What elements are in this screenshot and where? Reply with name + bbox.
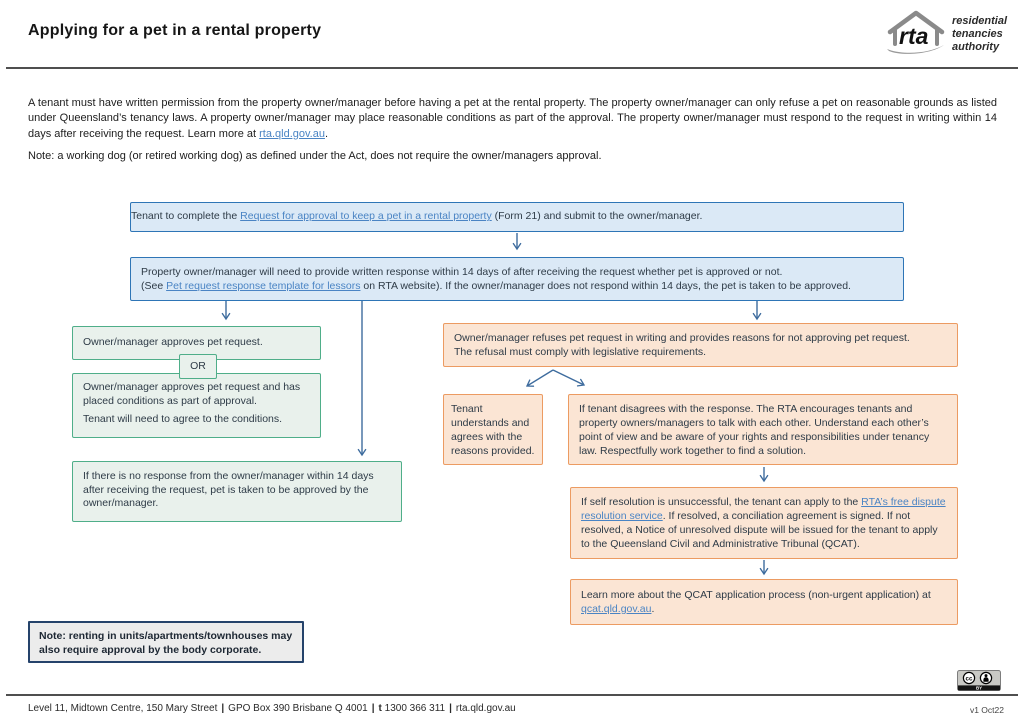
flow-box-no-response: If there is no response from the owner/m… [72, 461, 402, 522]
flow-box-dispute-resolution: If self resolution is unsuccessful, the … [570, 487, 958, 559]
version-label: v1 Oct22 [969, 705, 1004, 715]
flow-box-tenant-agrees: Tenant understands and agrees with the r… [443, 394, 543, 465]
rta-website-link[interactable]: rta.qld.gov.au [259, 127, 325, 140]
refused-text-1: Owner/manager refuses pet request in wri… [454, 332, 910, 344]
conditions-text-2: Tenant will need to agree to the conditi… [83, 413, 283, 425]
tenant-agrees-text: Tenant understands and agrees with the r… [451, 403, 535, 457]
dispute-service-link[interactable]: RTA’s free dispute resolution service [581, 496, 946, 522]
footer-separator: | [371, 703, 375, 714]
qcat-text-end: . [651, 603, 655, 615]
owner-response-line2: (See Pet request response template for l… [141, 279, 893, 293]
approved-text: Owner/manager approves pet request. [83, 336, 263, 349]
svg-text:BY: BY [976, 686, 982, 691]
flow-box-qcat: Learn more about the QCAT application pr… [570, 579, 958, 625]
svg-text:authority: authority [952, 41, 1000, 53]
tenant-request-text: Tenant to complete the Request for appro… [131, 210, 702, 224]
flow-box-approved-with-conditions: Owner/manager approves pet request and h… [72, 373, 321, 438]
flow-box-owner-response: Property owner/manager will need to prov… [130, 257, 904, 301]
footer-address: Level 11, Midtown Centre, 150 Mary Stree… [28, 703, 218, 714]
step1-text: Tenant to complete the [131, 210, 241, 223]
svg-text:residential: residential [952, 15, 1008, 27]
or-label: OR [190, 359, 206, 372]
footer-phone: 1300 366 311 [384, 703, 446, 714]
arrow-fork-right [552, 369, 586, 387]
svg-text:rta: rta [899, 23, 929, 49]
intro-text: A tenant must have written permission fr… [28, 97, 997, 140]
creative-commons-icon: cc BY [957, 670, 1001, 691]
step2-text: (See [141, 280, 167, 292]
footer-website: rta.qld.gov.au [455, 703, 516, 714]
intro-paragraph: A tenant must have written permission fr… [28, 96, 997, 142]
dispute-text-end: . If resolved, a conciliation agreement … [581, 510, 938, 550]
working-dog-note: Note: a working dog (or retired working … [28, 149, 602, 162]
flow-box-tenant-request: Tenant to complete the Request for appro… [130, 202, 904, 232]
svg-text:tenancies: tenancies [952, 28, 1003, 40]
step1-text-end: (Form 21) and submit to the owner/manage… [491, 210, 703, 223]
footer-separator: | [221, 703, 225, 714]
flow-box-tenant-disagrees: If tenant disagrees with the response. T… [568, 394, 958, 465]
no-response-text: If there is no response from the owner/m… [83, 470, 374, 509]
form21-link[interactable]: Request for approval to keep a pet in a … [240, 210, 492, 223]
qcat-text: Learn more about the QCAT application pr… [581, 588, 947, 616]
footer-rule [6, 694, 1018, 696]
footer-phone-label: t [378, 703, 382, 714]
tenant-disagrees-text: If tenant disagrees with the response. T… [579, 403, 930, 457]
footer-separator: | [449, 703, 452, 714]
rta-house-icon: rta residential tenancies authority [887, 10, 1008, 54]
dispute-text: If self resolution is unsuccessful, the … [581, 495, 947, 551]
body-corporate-note: Note: renting in units/apartments/townho… [28, 621, 304, 663]
or-connector: OR [179, 354, 217, 379]
svg-text:cc: cc [966, 675, 973, 682]
qcat-text-start: Learn more about the QCAT application pr… [581, 589, 931, 601]
footer-pobox: GPO Box 390 Brisbane Q 4001 [228, 703, 368, 714]
rta-logo: rta residential tenancies authority [884, 7, 1020, 61]
cc-by-badge: cc BY [957, 670, 1001, 691]
arrow-fork-left [525, 369, 554, 387]
qcat-link[interactable]: qcat.qld.gov.au [581, 603, 652, 615]
dispute-text-start: If self resolution is unsuccessful, the … [581, 496, 862, 508]
flow-box-refused: Owner/manager refuses pet request in wri… [443, 323, 958, 367]
header-rule [6, 67, 1018, 69]
footer: Level 11, Midtown Centre, 150 Mary Stree… [28, 703, 516, 714]
page-title: Applying for a pet in a rental property [28, 22, 322, 39]
conditions-text-1: Owner/manager approves pet request and h… [83, 381, 301, 407]
refused-text-2: The refusal must comply with legislative… [454, 346, 707, 358]
owner-response-line1: Property owner/manager will need to prov… [141, 266, 783, 278]
step2-text-end: on RTA website). If the owner/manager do… [360, 280, 851, 292]
lessor-template-link[interactable]: Pet request response template for lessor… [166, 280, 361, 292]
intro-section: A tenant must have written permission fr… [28, 96, 997, 164]
intro-text-end: . [324, 127, 329, 140]
